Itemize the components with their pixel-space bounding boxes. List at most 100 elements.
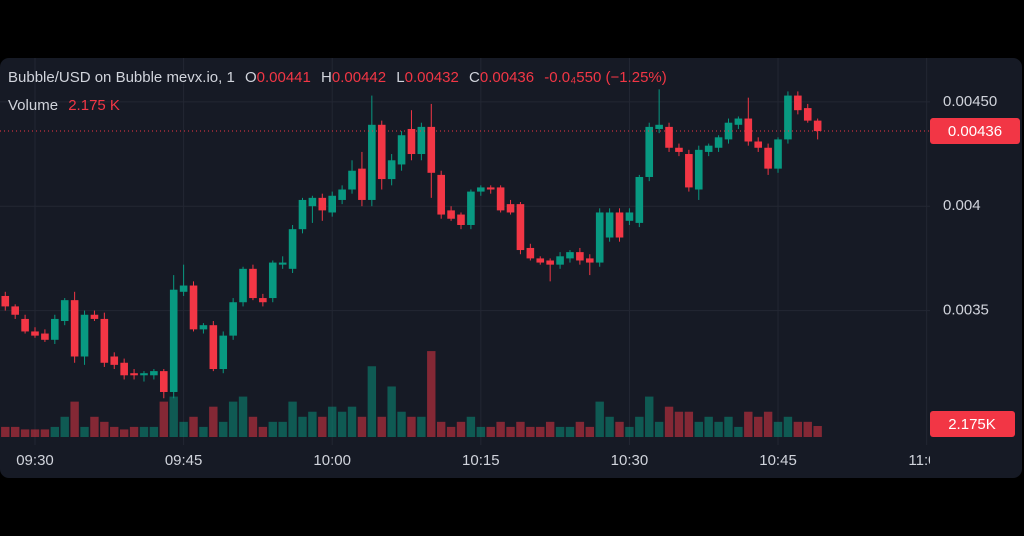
- candle-body: [764, 147, 772, 169]
- candle-body: [70, 300, 79, 357]
- candle-body: [159, 371, 168, 392]
- volume-bar: [80, 426, 89, 437]
- candle-body: [120, 362, 128, 376]
- volume-bar: [288, 401, 297, 437]
- candle-body: [506, 204, 515, 213]
- candle-body: [784, 95, 792, 140]
- volume-bar: [763, 411, 773, 437]
- y-tick-label: 0.004: [943, 197, 981, 214]
- volume-bar: [248, 416, 258, 437]
- candle-body: [41, 333, 49, 340]
- volume-bar: [724, 416, 733, 437]
- volume-title: Volume: [8, 97, 58, 114]
- candle-body: [239, 268, 247, 303]
- candle-body: [774, 139, 782, 169]
- volume-bar: [110, 426, 119, 437]
- x-tick-label: 09:30: [16, 452, 54, 469]
- volume-bar: [645, 396, 654, 437]
- volume-bar: [734, 426, 743, 437]
- x-tick-label: 09:45: [165, 452, 203, 469]
- candle-body: [447, 210, 455, 219]
- volume-bar: [357, 416, 367, 437]
- volume-bar: [565, 426, 575, 437]
- volume-bar: [238, 396, 248, 437]
- candle-body: [427, 126, 436, 173]
- candle-body: [189, 285, 198, 330]
- volume-bar: [417, 416, 426, 437]
- candle-body: [278, 262, 287, 265]
- candle-body: [259, 298, 267, 303]
- candle-body: [813, 120, 822, 132]
- volume-bar: [446, 426, 456, 437]
- candle-body: [130, 373, 138, 376]
- x-tick-label: 11:00: [908, 452, 944, 469]
- volume-bar: [486, 426, 495, 437]
- volume-bar: [199, 426, 208, 437]
- volume-bar: [278, 421, 287, 437]
- candle-body: [694, 149, 703, 190]
- volume-bar: [625, 426, 634, 437]
- volume-bar: [773, 421, 783, 437]
- volume-legend: Volume 2.175 K: [8, 97, 120, 114]
- candle-body: [744, 118, 753, 142]
- volume-bar: [456, 421, 466, 437]
- candle-body: [734, 118, 743, 125]
- candle-body: [576, 252, 584, 261]
- candle-body: [348, 170, 356, 190]
- candle-body: [80, 314, 89, 357]
- candle-body: [179, 285, 188, 292]
- volume-bar: [119, 429, 129, 437]
- volume-bar: [545, 421, 555, 437]
- candle-body: [585, 258, 594, 263]
- volume-bar: [684, 411, 694, 437]
- volume-bar: [10, 426, 20, 437]
- volume-bar: [744, 411, 753, 437]
- candle-body: [665, 126, 673, 148]
- ohlc-label: L: [396, 69, 404, 86]
- overlay: 0.00450 0.004 0.0035 0.00436 2.175K: [930, 93, 1020, 438]
- candle-body: [377, 124, 386, 180]
- candle-body: [387, 160, 396, 180]
- candle-body: [615, 212, 624, 238]
- volume-bar: [20, 429, 30, 437]
- volume-bar: [674, 411, 684, 437]
- volume-bar: [407, 416, 416, 437]
- volume-bar: [268, 421, 277, 437]
- volume-bar: [50, 426, 60, 437]
- candle-body: [754, 141, 763, 148]
- volume-bar: [714, 421, 723, 437]
- candle-body: [625, 212, 634, 221]
- volume-bar: [228, 401, 238, 437]
- change: -0.0₄550 (−1.25%): [544, 69, 666, 86]
- x-tick-label: 10:15: [462, 452, 500, 469]
- volume-bar: [40, 429, 50, 437]
- candle-body: [1, 295, 10, 307]
- candle-body: [467, 191, 475, 225]
- volume-bar: [90, 416, 99, 437]
- ohlc-value: 0.00432: [405, 69, 459, 86]
- candle-body: [496, 187, 505, 211]
- volume-bar: [347, 406, 357, 437]
- volume-bar: [337, 411, 347, 437]
- volume-bar: [258, 426, 268, 437]
- volume-bar: [139, 426, 149, 437]
- chart-title: Bubble/USD on Bubble mevx.io, 1: [8, 69, 235, 86]
- volume-bar: [754, 416, 763, 437]
- plot-area: 09:30 09:45 10:00 10:15 10:30 10:45 11:00: [0, 58, 944, 469]
- volume-bar: [783, 416, 793, 437]
- price-badge: [930, 118, 1020, 145]
- volume-bar: [436, 421, 446, 437]
- volume-bar: [159, 401, 168, 437]
- candle-body: [110, 356, 119, 365]
- volume-badge: [930, 411, 1015, 438]
- candle-body: [635, 176, 644, 223]
- y-tick-label: 0.0035: [943, 302, 989, 319]
- candle-body: [556, 256, 564, 265]
- volume-bar: [595, 401, 604, 437]
- candle-body: [457, 214, 465, 225]
- candle-body: [675, 147, 683, 152]
- candle-body: [605, 212, 614, 238]
- candle-body: [140, 373, 148, 376]
- volume-bar: [575, 421, 585, 437]
- volume-bar: [704, 416, 713, 437]
